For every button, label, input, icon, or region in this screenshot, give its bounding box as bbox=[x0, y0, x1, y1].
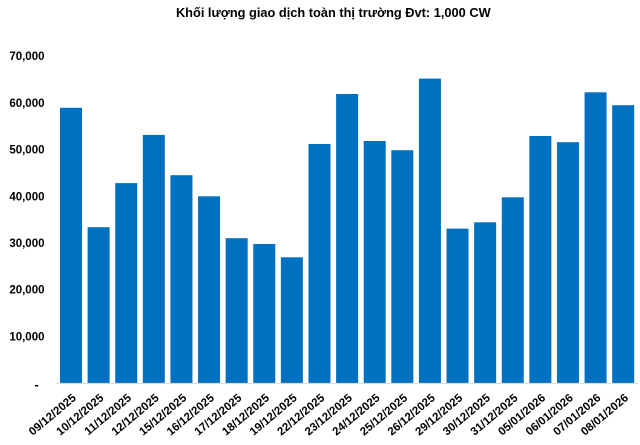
svg-text:50,000: 50,000 bbox=[9, 145, 44, 157]
svg-text:Khối lượng giao dịch toàn thị: Khối lượng giao dịch toàn thị trường Đvt… bbox=[176, 5, 492, 20]
svg-text:20,000: 20,000 bbox=[9, 285, 44, 297]
svg-text:10,000: 10,000 bbox=[9, 331, 44, 343]
svg-text:40,000: 40,000 bbox=[9, 191, 44, 203]
svg-text:30,000: 30,000 bbox=[9, 238, 44, 250]
svg-text:60,000: 60,000 bbox=[9, 98, 44, 110]
svg-text:70,000: 70,000 bbox=[9, 51, 44, 63]
svg-text:-: - bbox=[35, 378, 39, 392]
